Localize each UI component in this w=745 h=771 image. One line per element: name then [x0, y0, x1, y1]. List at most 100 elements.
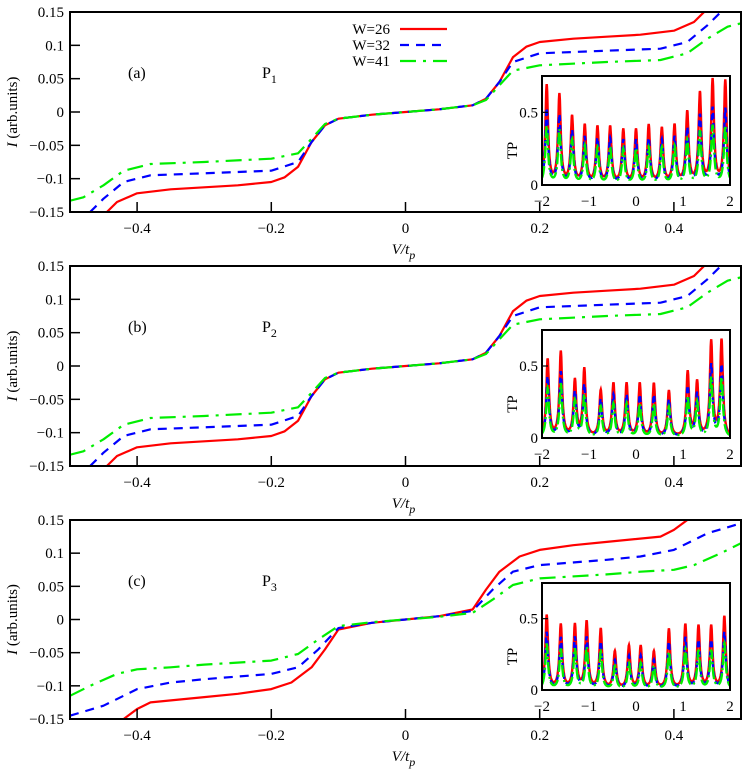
y-tick-label: 0.1 [45, 546, 64, 562]
y-tick-label: −0.15 [29, 205, 64, 221]
inset-y-tick-label: 0.5 [519, 359, 538, 375]
y-tick-label: −0.05 [29, 138, 64, 154]
x-tick-label: −0.4 [123, 221, 151, 237]
inset-x-tick-label: −1 [581, 699, 597, 715]
x-label-main: V/t [392, 749, 410, 765]
legend-label: W=32 [352, 38, 390, 54]
x-label-sub: p [408, 248, 415, 262]
annotation-main: P [262, 65, 271, 82]
inset-x-tick-label: 0 [632, 699, 640, 715]
inset-y-tick-label: 0 [531, 683, 539, 699]
legend: W=26W=32W=41 [352, 22, 447, 70]
y-tick-label: −0.1 [37, 172, 64, 188]
panel-label: (c) [128, 573, 146, 590]
x-label-sub: p [408, 502, 415, 516]
y-label-units: (arb.units) [5, 77, 21, 139]
x-label-main: V/t [392, 496, 410, 512]
annotation-main: P [262, 319, 271, 336]
inset-x-tick-label: 0 [632, 447, 640, 463]
inset-x-tick-label: −2 [534, 699, 550, 715]
inset-x-tick-label: −1 [581, 194, 597, 210]
y-axis-label: I (arb.units) [5, 77, 21, 149]
x-tick-label: 0.4 [665, 221, 684, 237]
inset-x-tick-label: 1 [679, 194, 687, 210]
inset-x-tick-label: 0 [632, 194, 640, 210]
inset-x-tick-label: 2 [726, 699, 734, 715]
y-tick-label: −0.05 [29, 392, 64, 408]
panel-annotation: P2 [262, 319, 277, 340]
y-tick-label: −0.15 [29, 459, 64, 475]
y-tick-label: 0.1 [45, 292, 64, 308]
series-line-W-41 [70, 22, 741, 202]
x-tick-label: −0.2 [258, 728, 285, 744]
series-line-W-26 [106, 266, 705, 466]
inset-frame [541, 582, 731, 691]
x-tick-label: 0.2 [530, 475, 549, 491]
panel-annotation: P3 [262, 573, 277, 594]
panel-annotation: P1 [262, 65, 277, 86]
legend-label: W=41 [352, 54, 390, 70]
y-label-units: (arb.units) [5, 331, 21, 393]
inset-x-tick-label: 1 [679, 447, 687, 463]
inset-series-W-32 [542, 106, 730, 180]
series-line-W-41 [70, 276, 741, 456]
inset: 0 0.5 −2 −1 0 1 2 TP [505, 329, 734, 463]
x-tick-label: −0.2 [258, 475, 285, 491]
y-tick-label: 0.05 [38, 326, 64, 342]
annotation-main: P [262, 573, 271, 590]
y-label-units: (arb.units) [5, 584, 21, 646]
x-tick-label: −0.4 [123, 475, 151, 491]
x-tick-label: 0 [402, 221, 410, 237]
x-tick-label: 0 [402, 728, 410, 744]
y-tick-label: 0 [57, 359, 65, 375]
inset-y-tick-label: 0.5 [519, 105, 538, 121]
y-tick-label: 0.15 [38, 513, 64, 529]
y-label-symbol: I [5, 646, 21, 656]
annotation-sub: 3 [271, 580, 277, 594]
inset-frame [541, 329, 731, 439]
inset-frame [541, 75, 731, 186]
y-tick-label: 0 [57, 613, 65, 629]
inset-x-tick-label: 1 [679, 699, 687, 715]
series-line-W-41 [70, 542, 741, 697]
x-tick-label: −0.4 [123, 728, 151, 744]
inset-series-W-41 [542, 124, 730, 181]
panel-b: −0.15 −0.1 −0.05 0 0.05 0.1 0.15 −0.4 −0.2 0 0.2 0.… [5, 259, 742, 516]
y-tick-label: 0.15 [38, 5, 64, 21]
x-tick-label: 0.2 [530, 221, 549, 237]
y-tick-label: 0.1 [45, 38, 64, 54]
y-label-symbol: I [5, 393, 21, 403]
annotation-sub: 1 [271, 72, 277, 86]
y-tick-label: 0 [57, 105, 65, 121]
annotation-sub: 2 [271, 326, 277, 340]
inset-y-axis-label: TP [505, 395, 521, 413]
inset-x-tick-label: 2 [726, 194, 734, 210]
x-axis-label: V/tp [392, 496, 416, 516]
x-tick-label: 0.2 [530, 728, 549, 744]
inset-x-tick-label: −2 [534, 447, 550, 463]
y-tick-label: 0.15 [38, 259, 64, 275]
inset-y-axis-label: TP [505, 648, 521, 666]
x-tick-label: 0.4 [665, 475, 684, 491]
y-tick-label: −0.15 [29, 712, 64, 728]
panel-label: (a) [128, 65, 146, 82]
inset-x-tick-label: −1 [581, 447, 597, 463]
panel-a: −0.15 −0.1 −0.05 0 0.05 0.1 0.15 −0.4 −0.2 0 0.2 0.… [5, 5, 742, 262]
legend-label: W=26 [352, 22, 390, 38]
y-label-symbol: I [5, 139, 21, 149]
y-axis-label: I (arb.units) [5, 331, 21, 403]
inset-series-W-41 [542, 376, 730, 437]
x-label-main: V/t [392, 242, 410, 258]
series-line-W-32 [70, 522, 741, 717]
inset-y-tick-label: 0 [531, 178, 539, 194]
x-label-sub: p [408, 755, 415, 769]
inset-x-tick-label: −2 [534, 194, 550, 210]
panel-c: −0.15 −0.1 −0.05 0 0.05 0.1 0.15 −0.4 −0.2 0 0.2 0.… [5, 513, 742, 769]
y-tick-label: 0.05 [38, 72, 64, 88]
inset-x-tick-label: 2 [726, 447, 734, 463]
x-tick-label: 0.4 [665, 728, 684, 744]
inset-y-axis-label: TP [505, 142, 521, 160]
y-tick-label: −0.1 [37, 679, 64, 695]
inset-series-W-41 [542, 638, 730, 688]
